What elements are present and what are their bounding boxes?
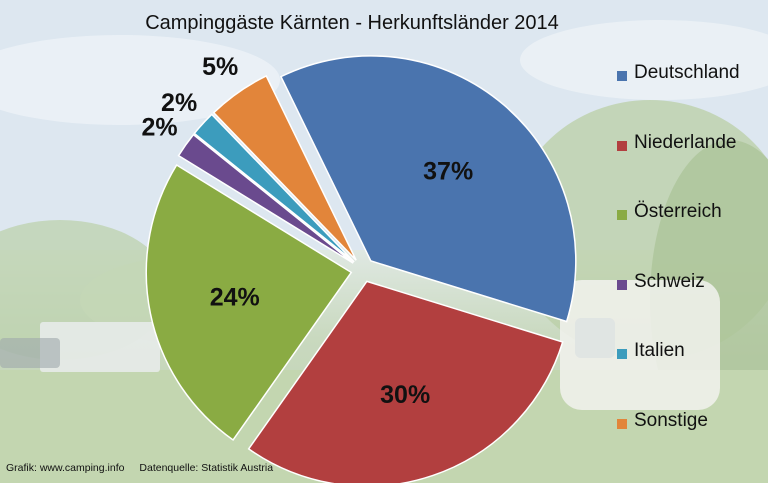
slice-italien: [193, 113, 355, 263]
slice-sonstige: [212, 74, 357, 261]
footer: Grafik: www.camping.info Datenquelle: St…: [6, 462, 285, 474]
legend-label: Sonstige: [634, 409, 708, 431]
legend-item-italien: Italien: [617, 340, 767, 410]
label-italien: 2%: [161, 89, 197, 117]
legend-item-deutschland: Deutschland: [617, 62, 767, 132]
legend-swatch: [617, 210, 627, 220]
legend-swatch: [617, 279, 627, 290]
credit-text: Grafik: www.camping.info: [6, 462, 125, 474]
pie-data-labels: 37%30%24%2%2%5%: [141, 53, 473, 409]
legend-swatch: [617, 349, 627, 359]
legend-item-schweiz: Schweiz: [617, 271, 767, 341]
legend: Deutschland Niederlande Österreich Schweiz I…: [617, 62, 767, 479]
legend-item-niederlande: Niederlande: [617, 132, 767, 202]
label-deutschland: 37%: [423, 158, 473, 186]
label-niederlande: 30%: [380, 381, 430, 409]
legend-item-sonstige: Sonstige: [617, 410, 767, 480]
legend-label: Deutschland: [634, 62, 740, 83]
label-oesterreich: 24%: [210, 283, 260, 311]
legend-label: Österreich: [634, 201, 722, 222]
legend-label: Niederlande: [634, 131, 737, 153]
legend-swatch: [617, 140, 627, 151]
legend-item-oesterreich: Österreich: [617, 201, 767, 271]
label-sonstige: 5%: [202, 53, 238, 81]
legend-label: Schweiz: [634, 270, 705, 292]
source-text: Datenquelle: Statistik Austria: [139, 462, 274, 474]
legend-label: Italien: [634, 340, 685, 361]
chart-title: Campinggäste Kärnten - Herkunftsländer 2…: [145, 12, 559, 34]
legend-swatch: [617, 418, 627, 429]
slice-deutschland: [279, 55, 577, 323]
slice-oesterreich: [145, 163, 353, 441]
slice-niederlande: [247, 280, 564, 483]
legend-swatch: [617, 71, 627, 81]
pie-slices: [145, 55, 577, 483]
slice-schweiz: [177, 133, 354, 264]
label-schweiz: 2%: [141, 113, 177, 141]
